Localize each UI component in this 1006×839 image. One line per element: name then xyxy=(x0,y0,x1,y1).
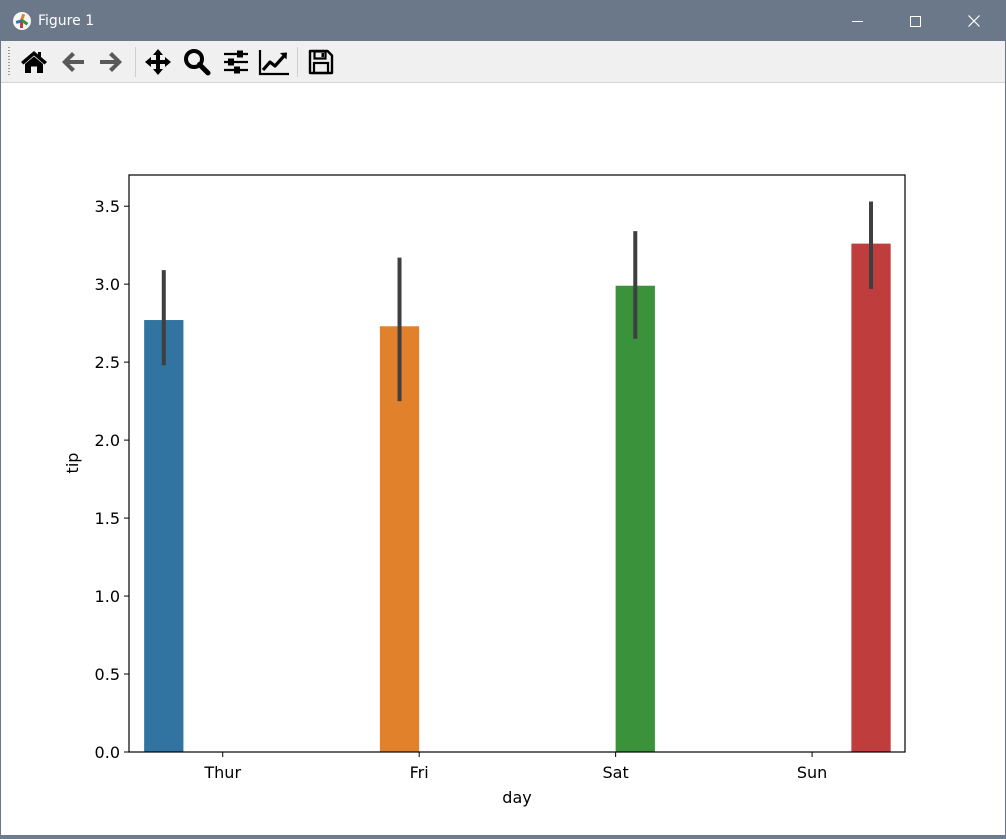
save-button[interactable] xyxy=(304,45,338,79)
sliders-icon xyxy=(224,50,248,74)
y-tick-label: 2.0 xyxy=(95,431,120,450)
axes-frame xyxy=(128,174,906,753)
home-button[interactable] xyxy=(17,45,51,79)
window-title: Figure 1 xyxy=(38,13,95,29)
x-tick-label: Sat xyxy=(603,763,629,782)
y-tick-label: 2.5 xyxy=(95,353,120,372)
x-tick-label: Sun xyxy=(797,763,827,782)
arrow-right-icon xyxy=(100,52,122,72)
arrow-left-icon xyxy=(62,52,84,72)
forward-button[interactable] xyxy=(94,45,128,79)
x-axis-label: day xyxy=(502,788,531,807)
toolbar-separator xyxy=(135,47,136,77)
bar-sat xyxy=(615,285,655,752)
figure-canvas[interactable]: Thur Fri Sat Sun 0.0 0.5 1.0 1.5 2.0 2.5 3.0 3.5 da… xyxy=(1,83,1005,835)
magnifier-icon xyxy=(184,49,211,76)
bar-chart[interactable]: Thur Fri Sat Sun 0.0 0.5 1.0 1.5 2.0 2.5 3.0 3.5 da… xyxy=(1,83,1005,835)
maximize-button[interactable] xyxy=(886,1,944,41)
minimize-button[interactable] xyxy=(828,1,886,41)
edit-axes-button[interactable] xyxy=(257,45,291,79)
toolbar-grip[interactable] xyxy=(8,47,10,77)
minimize-icon xyxy=(851,20,863,22)
configure-subplots-button[interactable] xyxy=(219,45,253,79)
x-tick-label: Fri xyxy=(410,763,429,782)
y-tick-label: 3.0 xyxy=(95,275,120,294)
y-tick-label: 3.5 xyxy=(95,197,120,216)
pan-button[interactable] xyxy=(141,45,175,79)
floppy-disk-icon xyxy=(308,49,334,75)
line-chart-icon xyxy=(258,50,289,76)
title-bar[interactable]: Figure 1 xyxy=(1,1,1005,41)
back-button[interactable] xyxy=(56,45,90,79)
bar-sun xyxy=(851,243,891,752)
y-axis-label: tip xyxy=(63,453,82,474)
navigation-toolbar xyxy=(1,41,1005,83)
close-icon xyxy=(968,15,980,27)
home-icon xyxy=(21,51,47,73)
close-button[interactable] xyxy=(945,1,1003,41)
matplotlib-logo-icon xyxy=(13,12,31,30)
y-tick-label: 0.5 xyxy=(95,665,120,684)
x-tick-label: Thur xyxy=(203,763,241,782)
y-tick-label: 0.0 xyxy=(95,743,120,762)
toolbar-separator xyxy=(297,47,298,77)
move-arrows-icon xyxy=(145,49,171,75)
y-tick-label: 1.5 xyxy=(95,509,120,528)
bar-thur xyxy=(144,320,184,752)
y-tick-label: 1.0 xyxy=(95,587,120,606)
maximize-icon xyxy=(909,15,921,27)
zoom-button[interactable] xyxy=(180,45,214,79)
